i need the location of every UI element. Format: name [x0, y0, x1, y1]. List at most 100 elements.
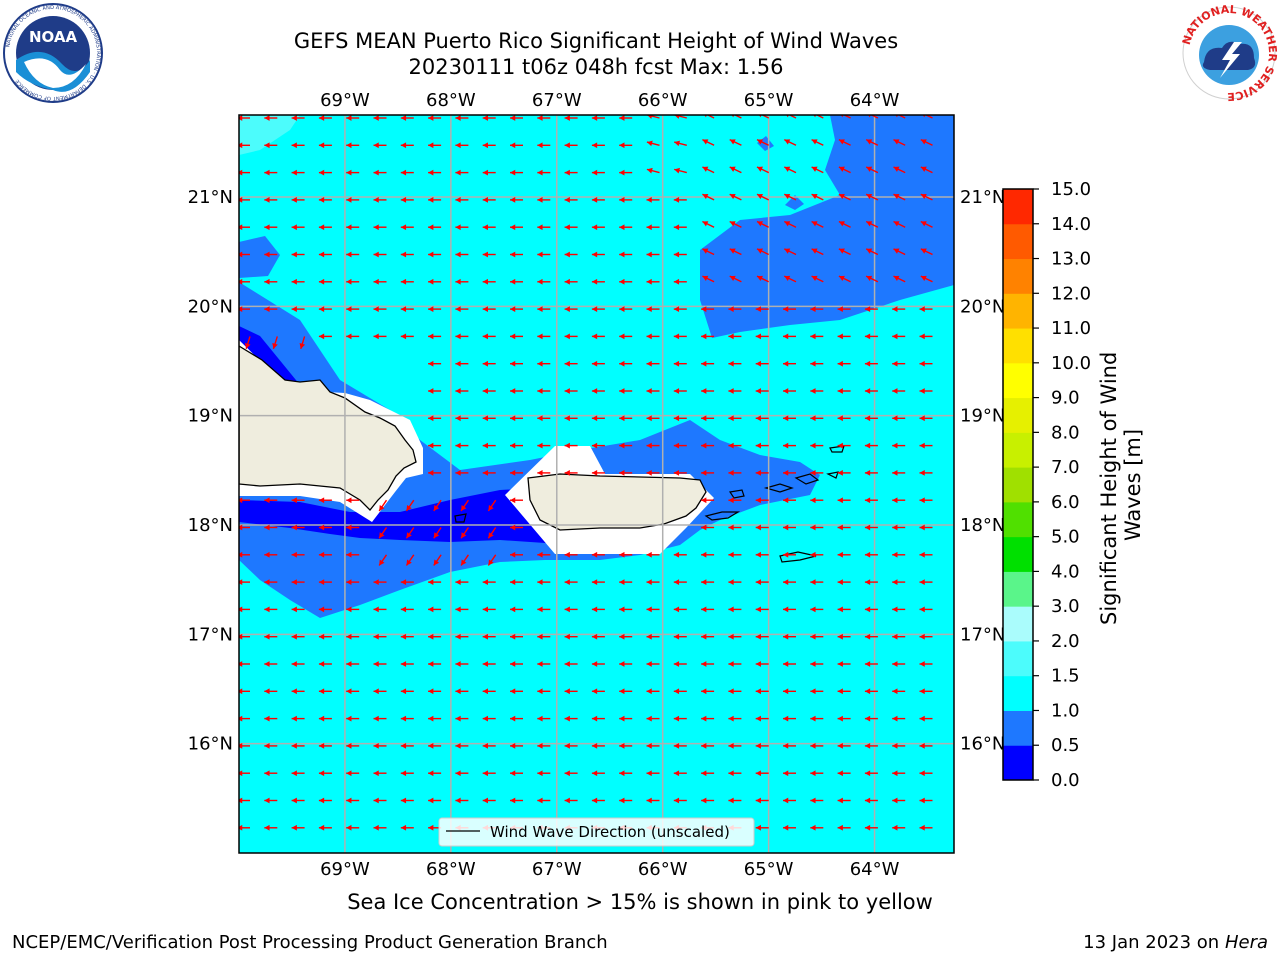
- wave-arrow-head: [728, 797, 734, 804]
- wave-arrow-head: [400, 115, 407, 121]
- wave-arrow-head: [537, 115, 543, 121]
- wave-arrow-head: [864, 579, 871, 585]
- wave-arrow-head: [264, 197, 270, 203]
- wave-arrow-head: [646, 661, 652, 667]
- colorbar-bin: [1003, 710, 1033, 746]
- wave-arrow-head: [373, 688, 379, 695]
- wave-arrow-head: [428, 142, 434, 149]
- lat-label-right: 19°N: [960, 406, 1005, 427]
- wave-field-lowest-north: [239, 326, 339, 410]
- wave-arrow-head: [919, 715, 925, 722]
- wave-arrow-head: [264, 824, 270, 831]
- wave-arrow-head: [373, 224, 379, 231]
- wave-arrow-head: [239, 197, 243, 203]
- lon-label-top: 67°W: [532, 90, 582, 111]
- wave-arrow-head: [264, 579, 270, 585]
- wave-arrow-head: [702, 139, 709, 145]
- lon-label-bottom: 68°W: [426, 859, 476, 880]
- wave-arrow-head: [346, 524, 352, 531]
- wave-arrow-head: [482, 579, 488, 585]
- wave-arrow-head: [701, 306, 707, 312]
- wave-arrow-head: [291, 606, 297, 613]
- wave-arrow-head: [810, 633, 816, 640]
- wave-arrow-head: [673, 797, 680, 804]
- wave-arrow-head: [810, 388, 816, 394]
- wave-arrow-head: [919, 415, 925, 422]
- wave-arrow-head: [673, 715, 680, 722]
- wave-arrow-head: [701, 470, 707, 476]
- lon-label-top: 65°W: [744, 90, 794, 111]
- wave-arrow-head: [291, 688, 297, 695]
- wave-arrow-head: [291, 797, 297, 804]
- wave-arrow-head: [729, 275, 736, 282]
- wave-arrow-head: [537, 306, 543, 312]
- wave-arrow-head: [591, 797, 598, 804]
- wave-arrow-head: [239, 661, 243, 667]
- lon-labels-bottom: 69°W 68°W 67°W 66°W 65°W 64°W: [320, 859, 900, 880]
- wave-arrow-head: [729, 166, 736, 172]
- wave-arrow-head: [591, 169, 598, 176]
- wave-arrow-head: [893, 193, 900, 200]
- wave-arrow-head: [428, 224, 434, 231]
- colorbar-bin: [1003, 675, 1033, 711]
- wave-arrow-head: [564, 388, 570, 394]
- wave-arrow-head: [455, 360, 461, 367]
- wave-arrow-head: [461, 504, 467, 511]
- wave-arrow-head: [264, 661, 270, 667]
- wave-arrow-head: [239, 142, 243, 149]
- wave-arrow-head: [537, 797, 543, 804]
- wave-arrow-head: [346, 278, 352, 285]
- wave-arrow-head: [346, 197, 352, 203]
- wave-arrow-head: [346, 743, 352, 749]
- wave-arrow-head: [810, 688, 816, 695]
- wave-arrow-head: [646, 688, 652, 695]
- wave-arrow-head: [729, 221, 736, 227]
- wave-arrow-head: [510, 333, 516, 340]
- wave-arrow-head: [755, 415, 761, 422]
- wave-arrow-head: [810, 524, 816, 531]
- wave-arrow-head: [455, 715, 461, 722]
- wave-arrow-head: [537, 360, 543, 367]
- colorbar-bin: [1003, 432, 1033, 468]
- footer-branch: NCEP/EMC/Verification Post Processing Pr…: [12, 932, 608, 953]
- wave-arrow-head: [728, 743, 734, 749]
- lat-label-right: 16°N: [960, 734, 1005, 755]
- wave-arrow-head: [619, 415, 625, 422]
- wave-arrow-head: [591, 333, 598, 340]
- wave-arrow-head: [701, 797, 707, 804]
- wave-arrow-head: [646, 140, 653, 147]
- wave-arrow-head: [673, 633, 680, 640]
- colorbar-tick-label: 11.0: [1051, 318, 1091, 339]
- colorbar-tick-label: 0.0: [1051, 770, 1080, 791]
- wave-arrow-head: [811, 221, 818, 227]
- wave-arrow-head: [919, 797, 925, 804]
- wave-arrow-head: [646, 633, 652, 640]
- wave-arrow-head: [318, 579, 325, 585]
- wave-arrow-head: [428, 251, 434, 258]
- wave-arrow-head: [810, 360, 816, 367]
- wave-arrow-head: [673, 606, 680, 613]
- wave-arrow-head: [264, 278, 270, 285]
- wave-arrow-head: [318, 306, 325, 312]
- wave-arrow-head: [318, 770, 325, 777]
- wave-arrow-head: [482, 360, 488, 367]
- wave-arrow-head: [892, 633, 898, 640]
- lon-labels-top: 69°W 68°W 67°W 66°W 65°W 64°W: [320, 90, 900, 111]
- wave-arrow-head: [482, 415, 488, 422]
- wave-arrow-head: [810, 661, 816, 667]
- wave-arrow-head: [837, 824, 843, 831]
- wave-arrow-head: [755, 633, 761, 640]
- wave-arrow-head: [591, 579, 598, 585]
- wave-arrow-head: [728, 551, 734, 558]
- wave-arrow-head: [455, 661, 461, 667]
- wave-arrow-head: [619, 661, 625, 667]
- wave-arrow-head: [892, 306, 898, 312]
- wave-arrow-head: [810, 442, 816, 449]
- wave-arrow-head: [373, 770, 379, 777]
- wave-arrow-head: [510, 743, 516, 749]
- colorbar-bin: [1003, 467, 1033, 503]
- wave-arrow-head: [892, 743, 898, 749]
- wave-arrow-head: [428, 278, 434, 285]
- wave-arrow-head: [783, 688, 789, 695]
- wave-arrow-head: [811, 275, 818, 282]
